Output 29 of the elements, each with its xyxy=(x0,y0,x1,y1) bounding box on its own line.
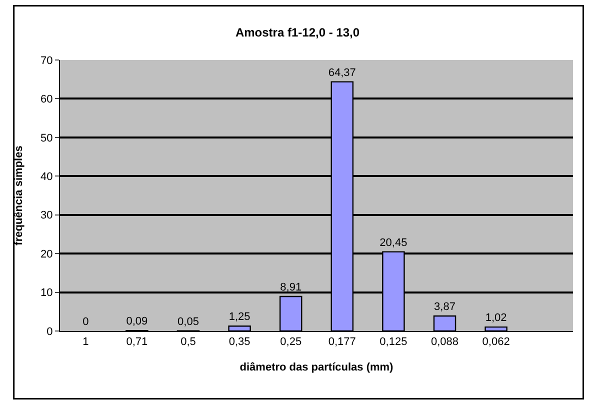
data-label: 0 xyxy=(82,316,89,328)
y-tick-label: 70 xyxy=(40,54,53,67)
x-tick-label: 0,088 xyxy=(430,336,459,348)
data-label: 0,09 xyxy=(126,316,148,328)
y-tick-label: 40 xyxy=(40,170,53,183)
chart-title: Amostra f1-12,0 - 13,0 xyxy=(235,25,360,40)
y-axis-title: frequência simples xyxy=(13,146,26,246)
y-tick-label: 0 xyxy=(46,326,53,338)
data-label: 20,45 xyxy=(380,236,408,249)
y-tick-label: 50 xyxy=(40,132,53,144)
y-tick-label: 30 xyxy=(40,210,53,222)
x-tick-label: 0,71 xyxy=(126,336,148,348)
x-tick-label: 1 xyxy=(82,336,89,348)
data-label: 1,25 xyxy=(228,311,250,324)
x-tick-label: 0,5 xyxy=(180,336,196,348)
x-axis-title: diâmetro das partículas (mm) xyxy=(240,361,394,374)
x-tick-label: 0,177 xyxy=(328,336,356,348)
data-label: 1,02 xyxy=(485,312,507,324)
data-label: 64,37 xyxy=(328,66,356,79)
data-label: 3,87 xyxy=(434,301,456,314)
x-tick-label: 0,25 xyxy=(280,336,302,348)
x-tick-label: 0,35 xyxy=(228,336,250,348)
y-tick-label: 10 xyxy=(40,287,53,300)
x-tick-label: 0,062 xyxy=(482,336,510,348)
data-label: 8,91 xyxy=(280,282,302,294)
y-tick-label: 20 xyxy=(40,248,53,260)
y-tick-label: 60 xyxy=(40,94,53,106)
data-label: 0,05 xyxy=(178,316,199,328)
x-tick-label: 0,125 xyxy=(380,336,408,348)
